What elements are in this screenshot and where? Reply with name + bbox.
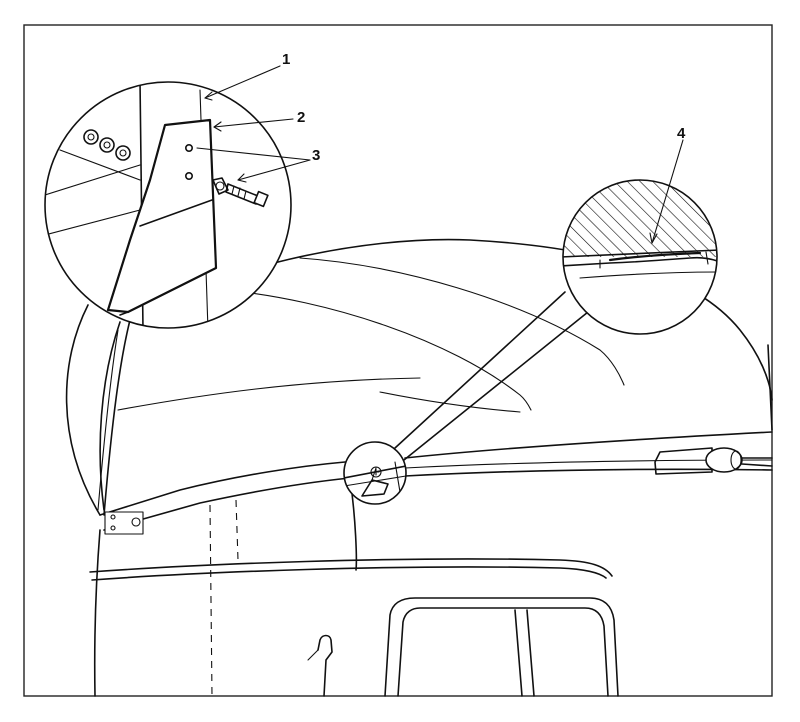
cab-body [89, 238, 773, 697]
detail-leader-lines [65, 291, 589, 516]
callout-leaders [196, 65, 684, 244]
callout-2: 2 [297, 109, 305, 126]
detail-circle-seal [562, 179, 718, 335]
callout-1: 1 [282, 51, 290, 68]
callout-3: 3 [312, 147, 320, 164]
callout-4: 4 [677, 125, 686, 142]
detail-circle-bracket [44, 81, 292, 329]
detail-circle-mount-point [343, 441, 407, 505]
